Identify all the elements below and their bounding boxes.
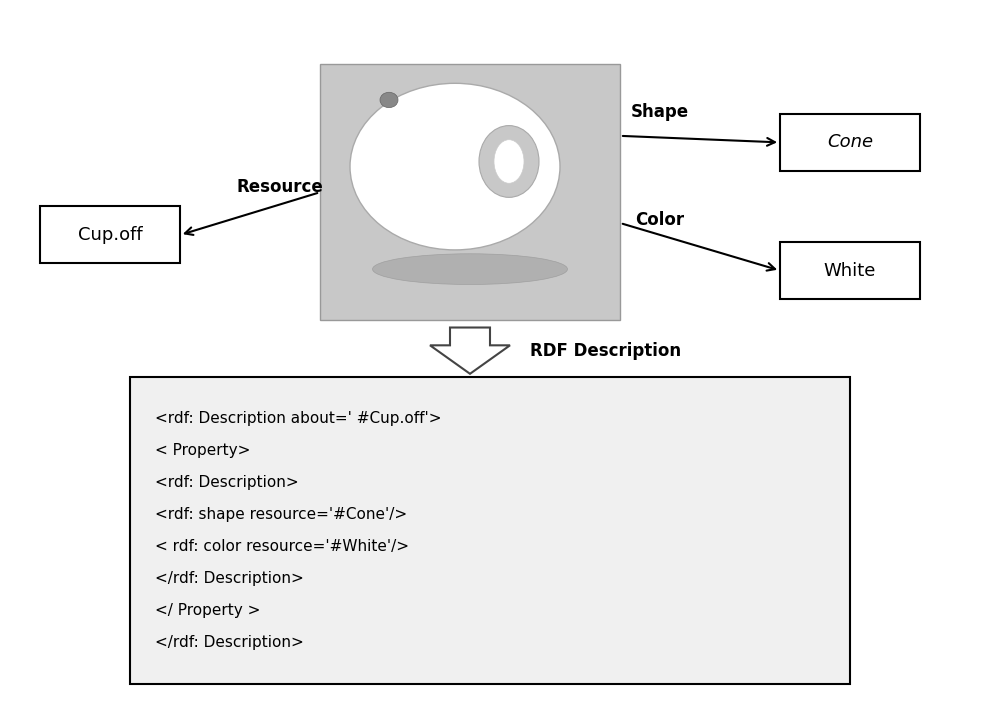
Text: </rdf: Description>: </rdf: Description> xyxy=(155,571,304,586)
FancyBboxPatch shape xyxy=(320,64,620,320)
Text: </ Property >: </ Property > xyxy=(155,603,260,618)
Polygon shape xyxy=(430,328,510,374)
Text: Shape: Shape xyxy=(631,103,689,121)
Text: White: White xyxy=(824,261,876,280)
Text: Cup.off: Cup.off xyxy=(78,226,142,244)
FancyBboxPatch shape xyxy=(130,377,850,684)
Text: <rdf: Description>: <rdf: Description> xyxy=(155,475,299,490)
Text: < rdf: color resource='#White'/>: < rdf: color resource='#White'/> xyxy=(155,539,409,554)
Text: </rdf: Description>: </rdf: Description> xyxy=(155,635,304,650)
FancyBboxPatch shape xyxy=(40,206,180,263)
Text: <rdf: shape resource='#Cone'/>: <rdf: shape resource='#Cone'/> xyxy=(155,507,407,522)
Ellipse shape xyxy=(372,253,568,285)
Ellipse shape xyxy=(380,93,398,108)
Text: Cone: Cone xyxy=(827,133,873,152)
Text: Resource: Resource xyxy=(237,178,323,196)
Text: Color: Color xyxy=(635,211,685,229)
Text: < Property>: < Property> xyxy=(155,443,250,458)
Ellipse shape xyxy=(350,83,560,250)
Ellipse shape xyxy=(479,125,539,197)
FancyBboxPatch shape xyxy=(780,242,920,299)
FancyBboxPatch shape xyxy=(780,114,920,171)
Text: <rdf: Description about=' #Cup.off'>: <rdf: Description about=' #Cup.off'> xyxy=(155,411,442,426)
Ellipse shape xyxy=(494,140,524,183)
Text: RDF Description: RDF Description xyxy=(530,342,681,360)
